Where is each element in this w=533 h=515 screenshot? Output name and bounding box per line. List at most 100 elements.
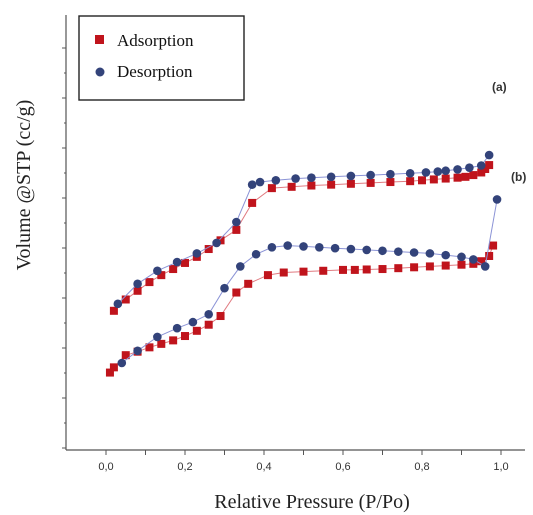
data-point-desorption — [133, 346, 142, 356]
data-point-desorption — [247, 180, 257, 189]
data-point-desorption — [153, 332, 162, 342]
data-point-adsorption — [469, 259, 478, 268]
data-point-desorption — [346, 244, 356, 254]
data-point-desorption — [484, 150, 494, 160]
data-point-desorption — [366, 170, 375, 180]
data-point-desorption — [409, 248, 419, 257]
data-point-desorption — [453, 165, 462, 174]
legend-box — [78, 15, 245, 101]
x-tick-label: 0,2 — [177, 461, 192, 473]
x-tick-label: 1,0 — [493, 461, 508, 473]
data-point-desorption — [117, 358, 127, 368]
series-line — [113, 164, 490, 312]
data-point-desorption — [212, 238, 221, 248]
legend: Adsorption Desorption — [78, 15, 245, 101]
x-axis-title: Relative Pressure (P/Po) — [214, 491, 410, 513]
data-point-adsorption — [279, 268, 288, 277]
data-point-adsorption — [157, 271, 166, 280]
curve-label-a: (a) — [492, 80, 507, 94]
data-point-adsorption — [410, 263, 419, 272]
data-point-adsorption — [109, 363, 118, 372]
data-point-adsorption — [244, 279, 253, 288]
data-point-desorption — [255, 177, 265, 187]
data-point-desorption — [192, 249, 202, 258]
data-point-desorption — [476, 161, 486, 170]
data-point-adsorption — [418, 176, 426, 185]
data-point-adsorption — [267, 184, 276, 193]
data-point-adsorption — [441, 174, 450, 183]
series-adsorption-b — [105, 241, 498, 377]
curve-label-b: (b) — [511, 170, 526, 184]
data-point-desorption — [315, 242, 324, 252]
data-point-adsorption — [232, 225, 241, 234]
data-point-desorption — [433, 167, 443, 176]
data-point-desorption — [133, 279, 142, 289]
data-point-desorption — [346, 171, 356, 181]
data-point-adsorption — [145, 343, 154, 352]
data-point-adsorption — [339, 265, 347, 274]
data-point-adsorption — [319, 266, 328, 275]
data-point-adsorption — [216, 236, 225, 245]
data-point-adsorption — [133, 286, 142, 295]
data-point-desorption — [362, 245, 372, 255]
data-point-adsorption — [485, 251, 494, 260]
data-point-adsorption — [248, 198, 257, 207]
y-axis-title: Volume @STP (cc/g) — [13, 100, 35, 271]
data-point-desorption — [441, 166, 451, 176]
data-point-desorption — [441, 250, 451, 260]
data-point-adsorption — [169, 265, 178, 274]
data-point-adsorption — [169, 336, 178, 345]
data-point-desorption — [425, 249, 435, 258]
data-point-desorption — [421, 168, 431, 177]
data-point-adsorption — [386, 178, 395, 187]
data-point-adsorption — [232, 288, 241, 297]
data-point-adsorption — [346, 179, 355, 188]
data-point-adsorption — [299, 267, 308, 276]
data-point-adsorption — [469, 171, 478, 180]
data-point-desorption — [492, 195, 502, 204]
data-point-desorption — [465, 163, 474, 172]
data-point-adsorption — [109, 306, 118, 315]
data-point-adsorption — [121, 295, 130, 304]
data-point-desorption — [394, 247, 403, 256]
data-point-desorption — [283, 241, 293, 250]
data-point-adsorption — [362, 265, 371, 274]
data-point-desorption — [386, 169, 395, 179]
data-point-adsorption — [429, 175, 438, 184]
data-point-adsorption — [145, 278, 154, 287]
data-point-desorption — [251, 249, 261, 259]
data-point-desorption — [188, 317, 198, 327]
data-point-adsorption — [453, 173, 462, 182]
data-point-desorption — [236, 262, 245, 271]
series-layer — [105, 150, 502, 377]
x-ticks — [105, 450, 502, 455]
data-point-desorption — [291, 174, 300, 183]
data-point-desorption — [469, 255, 478, 264]
data-point-desorption — [271, 176, 281, 185]
data-point-desorption — [299, 242, 308, 251]
data-point-desorption — [204, 309, 213, 319]
data-point-desorption — [378, 246, 387, 256]
data-point-adsorption — [394, 264, 403, 273]
data-point-adsorption — [181, 258, 189, 267]
data-point-adsorption — [157, 339, 166, 348]
data-point-adsorption — [441, 261, 450, 270]
data-point-adsorption — [378, 265, 387, 274]
data-point-desorption — [153, 266, 162, 276]
data-point-adsorption — [366, 178, 375, 187]
data-point-adsorption — [287, 182, 296, 191]
data-point-adsorption — [192, 326, 201, 335]
data-point-adsorption — [121, 351, 130, 360]
series-adsorption-a — [109, 161, 494, 315]
data-point-adsorption — [307, 181, 316, 190]
data-point-desorption — [113, 299, 123, 309]
data-point-adsorption — [425, 262, 434, 271]
data-point-desorption — [480, 262, 490, 271]
data-point-desorption — [330, 243, 340, 253]
data-point-adsorption — [327, 180, 336, 189]
data-point-adsorption — [204, 320, 213, 329]
x-tick-label: 0,0 — [98, 461, 113, 473]
data-point-desorption — [172, 323, 182, 333]
y-ticks — [62, 47, 66, 449]
data-point-adsorption — [204, 245, 213, 254]
